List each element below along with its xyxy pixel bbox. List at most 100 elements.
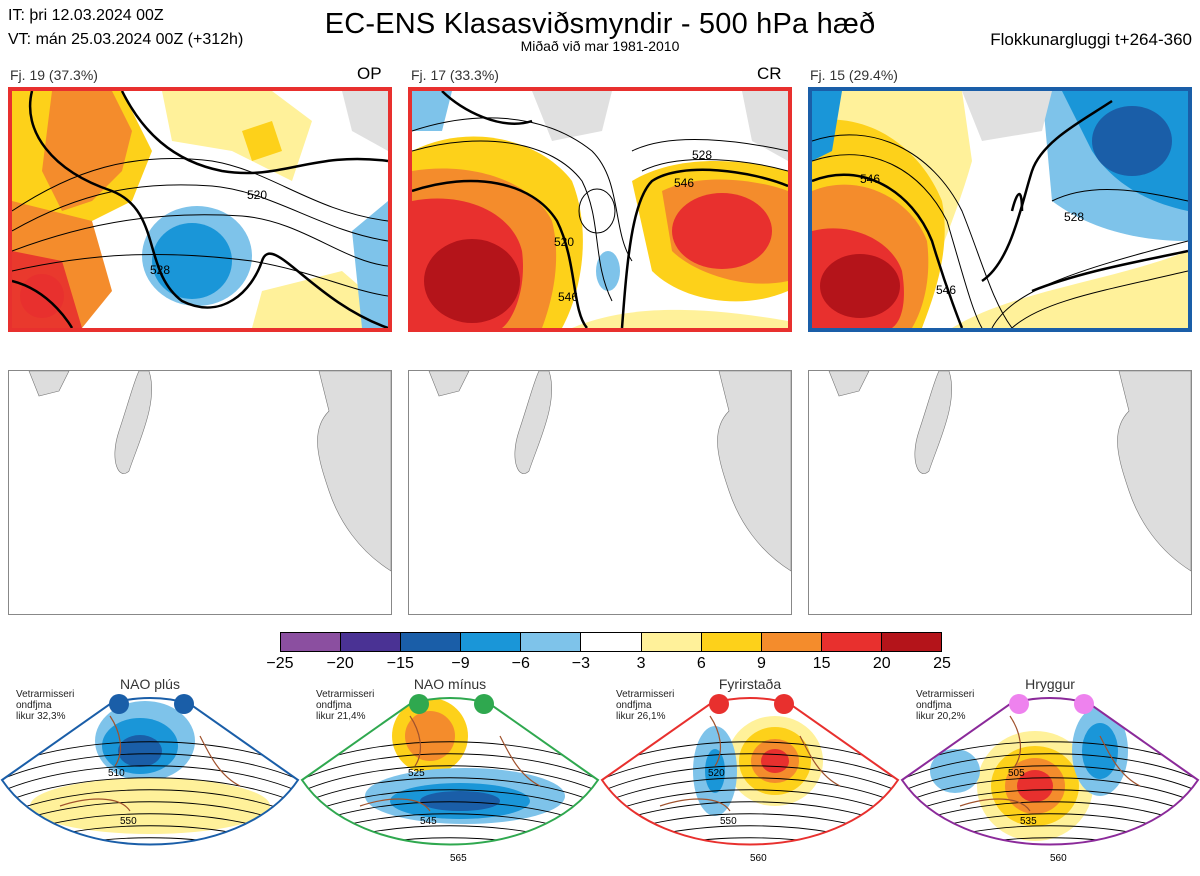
height-contour [302,753,598,781]
anomaly-high [761,749,789,773]
regime-info-line: ondfjma [316,700,352,711]
colorbar-tick-label: 15 [812,655,831,672]
regime-contour-label: 560 [750,853,767,864]
regime-info-line: likur 21,4% [316,711,366,722]
regime-name: NAO mínus [413,676,487,692]
regime-contour-label: 545 [420,816,437,827]
regime-marker-dot [109,694,129,714]
cluster-1-contour-label: 528 [150,263,170,277]
regime-contour-label: 505 [1008,768,1025,779]
colorbar-segment [581,633,642,651]
regime-info-line: likur 26,1% [616,711,666,722]
colorbar-tick-label: −9 [451,655,470,672]
anomaly-low [1012,854,1044,864]
regime-name: Hryggur [1025,676,1075,692]
anomaly-low [930,749,980,793]
regime-marker-dot [1009,694,1029,714]
anomaly-low [1082,723,1118,779]
regime-info-line: Vetrarmisseri [916,689,975,700]
regime-border [900,697,1200,846]
regime-panel: 510 550 NAO plús Vetrarmisseri ondfjma likur … [0,676,300,871]
height-contour [602,753,898,781]
cluster-2-tag: CR [757,64,782,83]
cluster-3-contour-label: 546 [860,172,880,186]
cluster-1-map: 520 528 [8,87,392,332]
coastline [59,715,241,812]
regime-contour-label: 565 [450,853,467,864]
empty-map-1 [8,370,392,615]
anomaly-low [705,749,725,793]
regime-contour-label: 550 [720,816,737,827]
height-contour [902,753,1198,781]
regime-border [300,697,600,846]
regime-info: Vetrarmisseri ondfjma likur 21,4% [316,689,374,722]
height-contour [902,837,1198,845]
regime-border [0,697,300,846]
regime-info-line: likur 32,3% [16,711,66,722]
regime-info-line: ondfjma [16,700,52,711]
regime-contour-label: 550 [120,816,137,827]
colorbar-tick-label: −3 [571,655,591,672]
regime-marker-dot [409,694,429,714]
colorbar-tick-label: 9 [757,655,766,672]
regime-marker-dot [174,694,194,714]
cluster-1-tag: OP [357,64,382,83]
regime-contour-label: 560 [1050,853,1067,864]
colorbar-segment [821,633,882,651]
anomaly-high [405,711,455,761]
height-contour [302,765,598,793]
colorbar-tick-label: 25 [933,655,951,672]
empty-map-3 [808,370,1192,615]
colorbar-tick-label: −15 [386,655,414,672]
colorbar-segment [281,633,342,651]
regime-name: NAO plús [120,676,180,692]
colorbar-tick-label: 3 [636,655,646,672]
colorbar-segment [461,633,522,651]
regime-panel: 525 545 565 NAO mínus Vetrarmisseri ondfjma li… [300,676,600,871]
cluster-2-map: 528 546 520 546 [408,87,792,332]
regime-map: 510 550 [0,697,300,846]
anomaly-high [30,778,270,834]
colorbar-tick-label: −6 [511,655,530,672]
height-contour [2,837,298,845]
it-line: IT: þri 12.03.2024 00Z [8,7,164,24]
regime-map: 525 545 565 [300,697,600,864]
regime-contour-label: 525 [408,768,425,779]
cluster-2-contour-label: 546 [558,290,578,304]
cluster-3-label: Fj. 15 (29.4%) [810,67,898,83]
cluster-2-contour-label: 528 [692,148,712,162]
window-label: Flokkunargluggi t+264-360 [990,30,1192,49]
regime-info: Vetrarmisseri ondfjma likur 20,2% [916,689,974,722]
height-contour [302,789,598,817]
vt-line: VT: mán 25.03.2024 00Z (+312h) [8,31,244,48]
regime-panel: 505 535 560 Hryggur Vetrarmisseri ondfjma liku… [900,676,1200,871]
colorbar-segment [521,633,582,651]
coastline [659,715,841,812]
colorbar [280,632,942,652]
regime-marker-dot [774,694,794,714]
colorbar-segment [881,633,942,651]
regime-info: Vetrarmisseri ondfjma likur 26,1% [616,689,674,722]
height-contour [302,777,598,805]
colorbar-tick-label: 6 [696,655,706,672]
colorbar-segment [341,633,402,651]
height-contour [602,777,898,805]
regime-border [600,697,900,846]
cluster-1-contour-label: 520 [247,188,267,202]
cluster-2-contour-label: 520 [554,235,574,249]
regime-info-line: ondfjma [616,700,652,711]
regime-info: Vetrarmisseri ondfjma likur 32,3% [16,689,74,722]
regime-info-line: likur 20,2% [916,711,966,722]
colorbar-tick-label: −25 [266,655,294,672]
height-contour [602,837,898,845]
anomaly-low [118,735,162,767]
height-contour [602,789,898,817]
page-subtitle: Miðað við mar 1981-2010 [520,38,680,54]
regime-name: Fyrirstaða [718,676,782,692]
cluster-2-label: Fj. 17 (33.3%) [411,67,499,83]
height-contour [2,777,298,805]
empty-map-2 [408,370,792,615]
height-contour [902,777,1198,805]
cluster-3-contour-label: 546 [936,283,956,297]
height-contour [902,765,1198,793]
